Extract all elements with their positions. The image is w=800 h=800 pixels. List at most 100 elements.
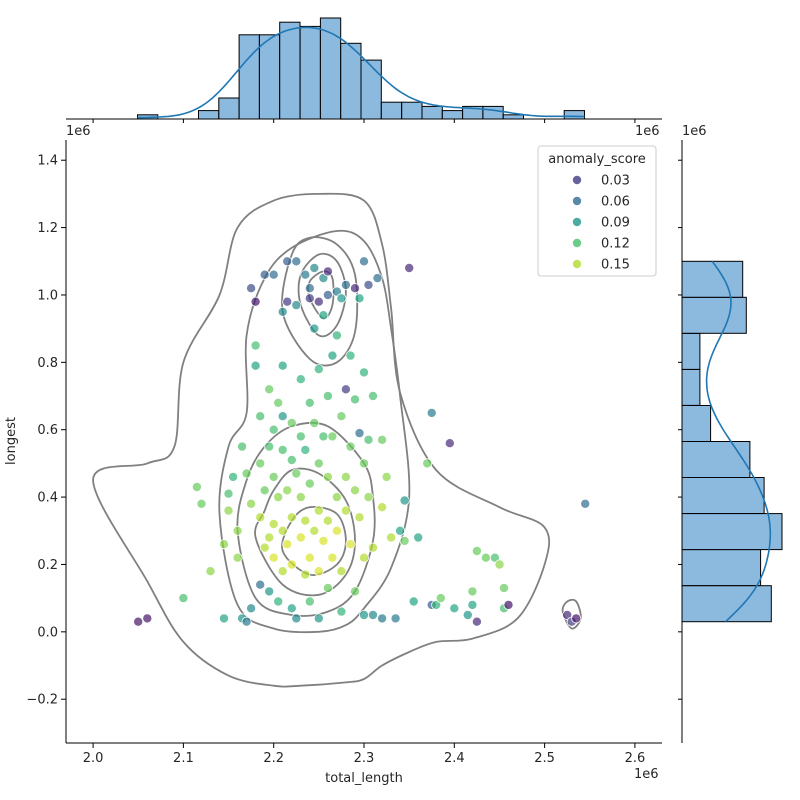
y-tick-label: 0.4 <box>37 491 58 506</box>
scatter-point <box>331 525 342 536</box>
legend-entry-label: 0.15 <box>601 258 630 273</box>
legend-marker <box>572 237 583 248</box>
scatter-point <box>291 613 302 624</box>
scatter-point <box>395 525 406 536</box>
scatter-point <box>300 569 311 580</box>
top-marginal-offset-label-left: 1e6 <box>66 124 91 139</box>
scatter-point <box>277 525 288 536</box>
scatter-point <box>273 397 284 408</box>
scatter-point <box>282 485 293 496</box>
legend-entry-label: 0.03 <box>601 174 630 189</box>
legend-entry-label: 0.06 <box>601 195 630 210</box>
y-tick-label: −0.2 <box>26 693 58 708</box>
right-histogram-bar <box>681 368 701 406</box>
scatter-point <box>277 411 288 422</box>
kde-contour-line <box>218 229 411 634</box>
scatter-point <box>322 471 333 482</box>
scatter-point <box>255 579 266 590</box>
scatter-point <box>381 471 392 482</box>
top-histogram-bar <box>380 101 403 120</box>
scatter-point <box>390 613 401 624</box>
scatter-point <box>268 471 279 482</box>
scatter-point <box>282 256 293 267</box>
scatter-point <box>354 293 365 304</box>
scatter-point <box>489 552 500 563</box>
kde-contour-line <box>281 236 359 367</box>
x-axis-label: total_length <box>325 771 403 786</box>
scatter-point <box>349 283 360 294</box>
scatter-point <box>300 444 311 455</box>
scatter-point <box>408 596 419 607</box>
scatter-point <box>282 296 293 307</box>
x-axis-ticks: 2.0 2.1 2.2 2.3 2.4 2.5 2.6 <box>83 743 646 766</box>
scatter-point <box>358 458 369 469</box>
scatter-point <box>431 599 442 610</box>
scatter-point <box>358 367 369 378</box>
scatter-point <box>286 454 297 465</box>
scatter-point <box>426 407 437 418</box>
scatter-point <box>377 613 388 624</box>
scatter-point <box>241 468 252 479</box>
y-tick-label: 1.4 <box>37 154 58 169</box>
scatter-point <box>494 559 505 570</box>
scatter-point <box>246 603 257 614</box>
scatter-point <box>349 485 360 496</box>
legend-entries: 0.03 0.06 0.09 0.12 0.15 <box>572 174 630 273</box>
y-tick-label: 0.0 <box>37 625 58 640</box>
top-marginal-kde-curve <box>137 26 585 119</box>
scatter-point <box>304 478 315 489</box>
scatter-point <box>363 279 374 290</box>
scatter-point <box>246 283 257 294</box>
right-histogram-bar <box>681 441 751 478</box>
scatter-point <box>268 269 279 280</box>
scatter-point <box>367 390 378 401</box>
x-tick-label: 2.3 <box>354 751 375 766</box>
scatter-point <box>580 498 591 509</box>
scatter-point <box>277 444 288 455</box>
scatter-point <box>449 603 460 614</box>
scatter-point <box>340 384 351 395</box>
top-histogram-bar <box>218 97 240 120</box>
scatter-point <box>363 492 374 503</box>
scatter-point <box>268 519 279 530</box>
scatter-point <box>331 492 342 503</box>
main-plot: 2.0 2.1 2.2 2.3 2.4 2.5 2.6 −0.2 0.0 0.2 0.4 0.6 0.… <box>4 140 662 786</box>
scatter-point <box>282 539 293 550</box>
scatter-point <box>286 559 297 570</box>
scatter-points <box>133 256 591 627</box>
right-marginal-kde-curve <box>705 260 772 623</box>
scatter-point <box>336 566 347 577</box>
scatter-point <box>313 458 324 469</box>
scatter-point <box>480 552 491 563</box>
scatter-point <box>377 502 388 513</box>
scatter-point <box>255 512 266 523</box>
scatter-point <box>295 374 306 385</box>
top-histogram-bar <box>258 34 281 120</box>
scatter-point <box>304 397 315 408</box>
scatter-point <box>286 417 297 428</box>
scatter-point <box>250 360 261 371</box>
top-marginal-ticks <box>92 119 636 123</box>
top-marginal: 1e6 1e6 <box>66 17 662 139</box>
scatter-point <box>327 350 338 361</box>
scatter-point <box>318 431 329 442</box>
scatter-point <box>309 323 320 334</box>
top-histogram-bar <box>360 59 382 120</box>
y-axis-ticks: −0.2 0.0 0.2 0.4 0.6 0.8 1.0 1.2 1.4 <box>26 154 66 708</box>
right-marginal-offset-label: 1e6 <box>682 124 707 139</box>
scatter-point <box>264 586 275 597</box>
scatter-point <box>444 438 455 449</box>
scatter-point <box>345 350 356 361</box>
x-tick-label: 2.6 <box>625 751 646 766</box>
scatter-point <box>498 583 509 594</box>
scatter-point <box>223 488 234 499</box>
scatter-point <box>340 279 351 290</box>
scatter-point <box>277 360 288 371</box>
scatter-point <box>313 566 324 577</box>
legend-marker <box>572 195 583 206</box>
scatter-point <box>304 283 315 294</box>
scatter-point <box>268 552 279 563</box>
scatter-point <box>295 532 306 543</box>
scatter-point <box>295 492 306 503</box>
scatter-point <box>218 539 229 550</box>
